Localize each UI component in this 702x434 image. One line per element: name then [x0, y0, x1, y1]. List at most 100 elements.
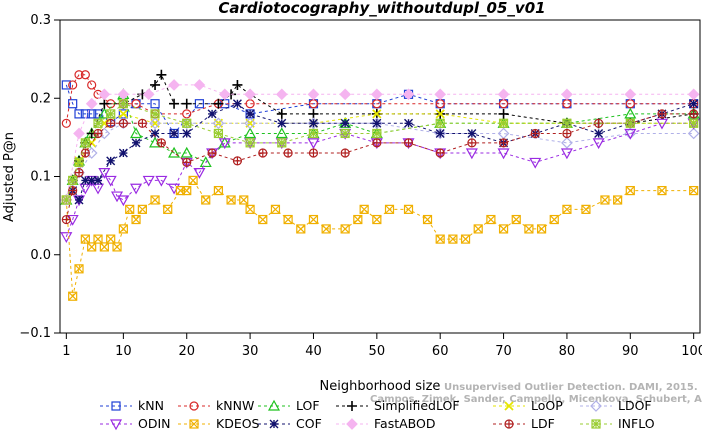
data-point [137, 118, 147, 128]
data-point [182, 158, 191, 167]
data-point [460, 234, 471, 244]
data-point [276, 108, 287, 119]
data-point [244, 127, 257, 139]
data-point [80, 148, 90, 158]
data-point [529, 157, 542, 169]
legend-label: LOF [296, 398, 320, 413]
data-point [87, 80, 97, 90]
data-point [98, 127, 111, 140]
data-point [308, 148, 319, 158]
data-point [150, 109, 160, 119]
data-point [201, 195, 211, 205]
data-point [245, 138, 255, 148]
data-point [99, 242, 109, 252]
data-point [80, 234, 90, 244]
data-point [117, 195, 130, 207]
data-point [182, 185, 192, 196]
data-point [372, 109, 382, 119]
data-point [142, 175, 155, 187]
data-point [340, 118, 350, 128]
legend-label: INFLO [618, 416, 655, 431]
data-point [562, 204, 572, 214]
data-point [87, 109, 97, 119]
data-point [687, 88, 700, 101]
data-point [226, 195, 236, 205]
data-point [372, 138, 381, 147]
data-point [199, 156, 212, 168]
legend-item: COF [258, 416, 322, 431]
data-point [212, 117, 225, 130]
legend-marker [109, 419, 123, 431]
series-inflo [61, 99, 699, 205]
data-point [156, 69, 167, 80]
data-point [625, 185, 635, 196]
data-point [181, 98, 192, 109]
data-point [156, 138, 166, 148]
legend-marker [111, 401, 121, 411]
y-tick-label: 0.2 [30, 91, 51, 106]
legend-marker [504, 401, 514, 411]
data-point [499, 224, 508, 234]
series-line [65, 103, 694, 201]
data-point [137, 204, 147, 214]
data-point [118, 109, 129, 119]
data-point [131, 138, 141, 148]
data-point [80, 175, 90, 185]
y-axis: −0.1 0.0 0.1 0.2 0.3 [19, 13, 60, 341]
data-point [624, 88, 637, 101]
series-knnw [61, 70, 699, 128]
data-point [592, 138, 605, 150]
data-point [594, 128, 604, 138]
data-point [340, 118, 350, 128]
data-point [68, 291, 78, 301]
legend-marker [111, 401, 121, 411]
data-point [213, 98, 224, 109]
data-point [339, 88, 351, 101]
data-point [180, 146, 193, 158]
data-point [499, 138, 508, 147]
data-point [657, 185, 667, 196]
data-point [689, 99, 699, 109]
data-point [130, 183, 143, 195]
data-point [112, 242, 122, 252]
legend-marker [504, 401, 514, 411]
data-point [307, 117, 320, 130]
data-point [163, 204, 173, 214]
data-point [536, 224, 547, 234]
data-point [498, 118, 509, 128]
data-point [232, 99, 242, 109]
data-point [213, 98, 224, 109]
data-point [403, 204, 414, 214]
data-point [498, 138, 509, 148]
data-point [435, 128, 445, 138]
data-point [74, 109, 84, 119]
data-point [524, 224, 534, 234]
data-point [497, 148, 510, 160]
data-point [296, 224, 306, 234]
legend-item: INFLO [580, 416, 655, 431]
data-point [106, 156, 116, 166]
legend-item: LOF [258, 398, 320, 413]
data-point [68, 291, 78, 301]
legend-label: kNN [138, 398, 164, 413]
data-point [460, 234, 471, 244]
data-point [182, 185, 192, 196]
data-point [613, 195, 623, 205]
data-point [226, 195, 236, 205]
y-tick-label: 0.3 [30, 13, 51, 28]
data-point [232, 99, 242, 109]
data-point [104, 175, 117, 187]
legend-label: KDEOS [216, 416, 260, 431]
data-point [118, 224, 128, 234]
data-point [74, 264, 84, 274]
data-point [258, 149, 267, 158]
data-point [87, 242, 97, 252]
data-point [68, 99, 78, 109]
data-point [370, 88, 383, 101]
data-point [277, 118, 287, 128]
x-tick-label: 90 [622, 344, 639, 359]
data-point [87, 175, 97, 185]
data-point [624, 107, 637, 119]
data-point [581, 204, 591, 214]
data-point [98, 88, 111, 101]
